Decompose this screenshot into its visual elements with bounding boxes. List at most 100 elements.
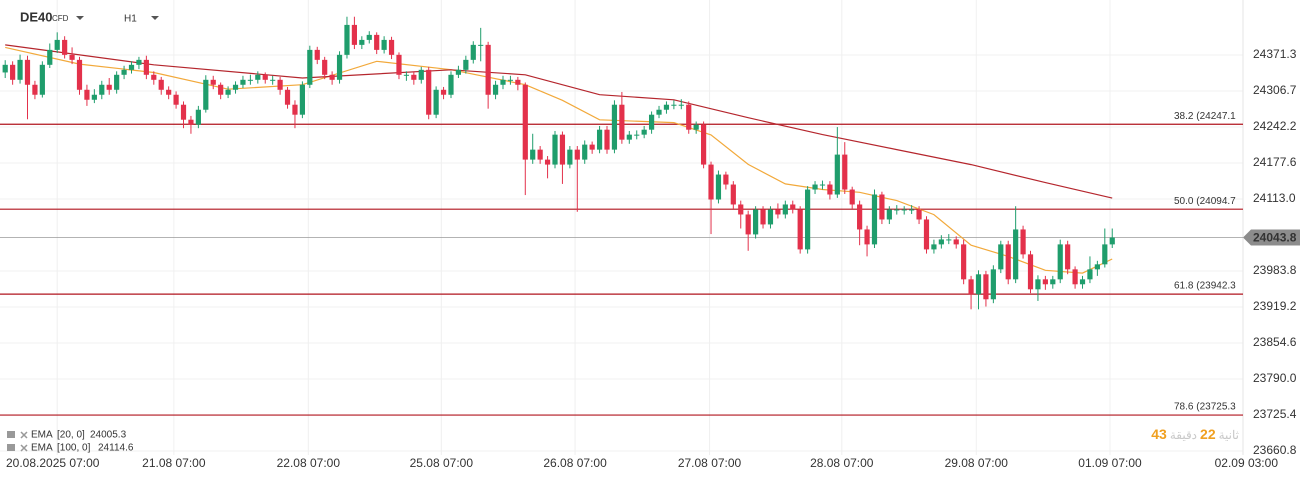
candle-body: [299, 84, 305, 115]
candle-body: [463, 59, 469, 70]
y-tick-label: 24113.0: [1253, 191, 1296, 205]
candle-body: [834, 154, 840, 195]
candle-body: [946, 239, 952, 241]
candle-body: [990, 269, 996, 300]
legend-name: EMA: [31, 430, 53, 441]
candle-body: [10, 64, 16, 80]
candle-body: [448, 74, 454, 95]
y-tick-label: 23660.8: [1253, 443, 1297, 457]
symbol-dropdown[interactable]: [76, 16, 84, 20]
candle-body: [91, 94, 97, 100]
candle-body: [745, 214, 751, 235]
candle-body: [738, 204, 744, 215]
candle-body: [62, 39, 68, 55]
candle-body: [730, 184, 736, 205]
candle-body: [418, 69, 424, 80]
candle-body: [1102, 244, 1108, 265]
candle-body: [158, 79, 164, 90]
candle-body: [552, 134, 558, 165]
candle-body: [359, 39, 365, 45]
candle-body: [2, 64, 8, 73]
last-price-tag: [1243, 229, 1300, 246]
candle-body: [611, 104, 618, 150]
candle-body: [574, 149, 580, 160]
legend-icon[interactable]: [7, 431, 15, 438]
candle-body: [805, 189, 811, 250]
candle-body: [886, 209, 892, 220]
candle-body: [790, 204, 796, 210]
legend-remove[interactable]: [20, 444, 28, 452]
candle-body: [938, 239, 944, 245]
y-tick-label: 23919.2: [1253, 299, 1297, 313]
candle-body: [225, 89, 231, 95]
candle-body: [819, 184, 826, 186]
candle-body: [953, 239, 959, 245]
candle-body: [923, 219, 930, 250]
y-tick-label: 23725.4: [1253, 407, 1297, 421]
legend-icon[interactable]: [7, 444, 15, 451]
candle-body: [596, 129, 603, 150]
candle-body: [998, 244, 1004, 270]
candle-body: [507, 79, 514, 81]
countdown: 43 ثانية22دقيقة: [1151, 426, 1242, 442]
candle-body: [648, 114, 655, 130]
candle-body: [864, 229, 870, 245]
candle-body: [478, 44, 484, 46]
candle-body: [723, 174, 729, 185]
timeframe-dropdown[interactable]: [151, 16, 159, 20]
candle-body: [589, 144, 595, 150]
candle-body: [567, 149, 573, 165]
candle-body: [767, 209, 774, 225]
candle-body: [433, 89, 439, 115]
x-tick-label: 25.08 07:00: [410, 456, 474, 470]
candle-body: [515, 79, 521, 85]
candle-body: [671, 104, 677, 106]
fib-level-label: 61.8 (23942.3: [1174, 281, 1236, 292]
candle-body: [871, 194, 878, 245]
candle-body: [842, 154, 848, 190]
candle-body: [307, 49, 313, 85]
legend-value: 24005.3: [90, 430, 127, 441]
candle-body: [247, 79, 253, 81]
candle-body: [961, 244, 967, 280]
y-tick-label: 24306.7: [1253, 83, 1297, 97]
candle-body: [336, 54, 343, 80]
candle-body: [1094, 264, 1100, 270]
symbol[interactable]: DE40: [20, 9, 53, 24]
y-tick-label: 23983.8: [1253, 263, 1297, 277]
timeframe[interactable]: H1: [124, 14, 137, 25]
candle-body: [537, 149, 543, 160]
last-price-label: 24043.8: [1253, 231, 1297, 245]
candle-body: [827, 184, 833, 195]
candle-body: [1035, 279, 1041, 290]
x-tick-label: 26.08 07:00: [543, 456, 607, 470]
candle-body: [582, 144, 588, 160]
candle-body: [99, 84, 105, 95]
candle-body: [1042, 279, 1048, 285]
candle-body: [396, 54, 402, 75]
x-tick-label: 28.08 07:00: [810, 456, 874, 470]
candle-body: [715, 174, 722, 200]
candle-body: [604, 129, 610, 150]
candle-body: [69, 54, 75, 60]
candle-body: [849, 189, 855, 205]
candle-body: [403, 74, 410, 76]
candle-body: [975, 274, 982, 295]
candle-body: [284, 89, 291, 105]
candle-body: [626, 134, 632, 140]
candle-body: [411, 74, 417, 80]
candle-body: [700, 124, 707, 165]
candle-body: [351, 24, 357, 45]
candle-body: [270, 79, 276, 81]
candle-body: [136, 59, 142, 65]
candle-body: [76, 59, 83, 90]
candle-body: [492, 84, 499, 95]
candle-body: [203, 79, 209, 110]
candle-body: [1109, 237, 1115, 245]
legend-remove[interactable]: [20, 431, 28, 439]
candle-body: [663, 104, 670, 110]
candle-body: [530, 149, 536, 160]
candle-body: [1079, 279, 1086, 285]
candle-body: [180, 104, 187, 120]
